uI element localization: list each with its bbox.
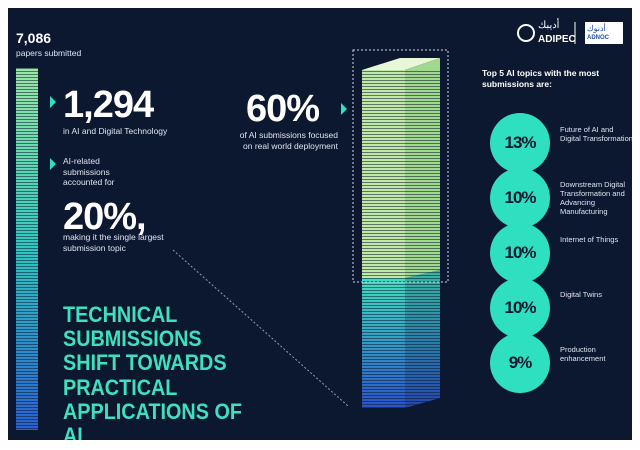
topic-value: 10% bbox=[490, 278, 550, 338]
ai-label: in AI and Digital Technology bbox=[63, 126, 168, 136]
ai-value: 1,294 bbox=[63, 84, 154, 126]
logo-marks bbox=[517, 22, 623, 44]
topic-value: 10% bbox=[490, 168, 550, 228]
deployment-value: 60% bbox=[246, 88, 320, 130]
topic-label: Internet of Things bbox=[560, 235, 619, 244]
share-intro: AI-related submissions accounted for bbox=[63, 156, 115, 188]
topic-value: 9% bbox=[490, 333, 550, 393]
share-label: making it the single largest submission … bbox=[63, 232, 164, 253]
graphics bbox=[16, 22, 623, 430]
chevrons bbox=[50, 96, 347, 170]
stack bbox=[352, 49, 449, 408]
topic-value: 10% bbox=[490, 223, 550, 283]
total-label: papers submitted bbox=[16, 48, 82, 58]
headline: TECHNICAL SUBMISSIONS SHIFT TOWARDS PRAC… bbox=[63, 302, 242, 440]
topic-label: Future of AI and Digital Transformation bbox=[560, 125, 632, 143]
total-value: 7,086 bbox=[16, 30, 52, 46]
topics-title: Top 5 AI topics with the most submission… bbox=[482, 68, 600, 89]
connector bbox=[172, 249, 349, 407]
logo-arabic: أدنوك bbox=[587, 24, 606, 33]
topic-label: Downstream Digital Transformation and Ad… bbox=[560, 180, 626, 216]
logo-name: ADIPEC bbox=[538, 34, 576, 45]
topic-label: Digital Twins bbox=[560, 290, 602, 299]
topic-value: 13% bbox=[490, 113, 550, 173]
infographic: 7,086 papers submitted أديبك ADIPEC أدنو… bbox=[8, 8, 632, 440]
logo-arabic: أديبك bbox=[538, 20, 560, 31]
topic-label: Production enhancement bbox=[560, 345, 606, 363]
left-bar bbox=[16, 68, 38, 430]
share-value: 20%, bbox=[63, 196, 147, 238]
deployment-label: of AI submissions focused on real world … bbox=[239, 130, 338, 151]
logo-name: ADNOC bbox=[587, 35, 609, 41]
